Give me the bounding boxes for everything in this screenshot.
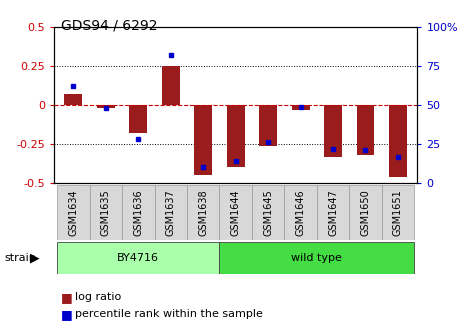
Text: GSM1646: GSM1646 [295, 189, 306, 236]
Bar [194, 105, 212, 175]
Bar [389, 105, 407, 177]
Bar [129, 105, 147, 133]
Bar [259, 105, 277, 145]
FancyBboxPatch shape [349, 185, 382, 240]
Text: GSM1651: GSM1651 [393, 189, 403, 236]
Text: GSM1645: GSM1645 [263, 189, 273, 236]
Text: GDS94 / 6292: GDS94 / 6292 [61, 18, 158, 33]
Text: strain: strain [5, 253, 37, 263]
FancyBboxPatch shape [155, 185, 187, 240]
FancyBboxPatch shape [382, 185, 414, 240]
FancyBboxPatch shape [90, 185, 122, 240]
FancyBboxPatch shape [252, 185, 284, 240]
FancyBboxPatch shape [219, 185, 252, 240]
Text: ■: ■ [61, 291, 73, 304]
FancyBboxPatch shape [317, 185, 349, 240]
Text: percentile rank within the sample: percentile rank within the sample [75, 309, 263, 319]
Bar [97, 105, 115, 108]
Text: wild type: wild type [291, 253, 342, 263]
Text: log ratio: log ratio [75, 292, 121, 302]
FancyBboxPatch shape [219, 242, 414, 274]
FancyBboxPatch shape [187, 185, 219, 240]
Text: GSM1638: GSM1638 [198, 189, 208, 236]
FancyBboxPatch shape [284, 185, 317, 240]
Text: GSM1635: GSM1635 [101, 189, 111, 236]
Bar [324, 105, 342, 157]
Text: GSM1644: GSM1644 [231, 189, 241, 236]
Text: BY4716: BY4716 [117, 253, 159, 263]
Text: GSM1636: GSM1636 [133, 189, 144, 236]
FancyBboxPatch shape [57, 185, 90, 240]
Bar [64, 94, 83, 105]
Text: GSM1647: GSM1647 [328, 189, 338, 236]
Text: GSM1637: GSM1637 [166, 189, 176, 236]
Text: ■: ■ [61, 308, 73, 321]
Text: GSM1650: GSM1650 [361, 189, 371, 236]
Bar [356, 105, 374, 155]
Bar [227, 105, 245, 168]
Text: GSM1634: GSM1634 [68, 189, 78, 236]
FancyBboxPatch shape [122, 185, 155, 240]
Bar [292, 105, 310, 110]
Bar [162, 66, 180, 105]
Text: ▶: ▶ [30, 252, 40, 264]
FancyBboxPatch shape [57, 242, 219, 274]
